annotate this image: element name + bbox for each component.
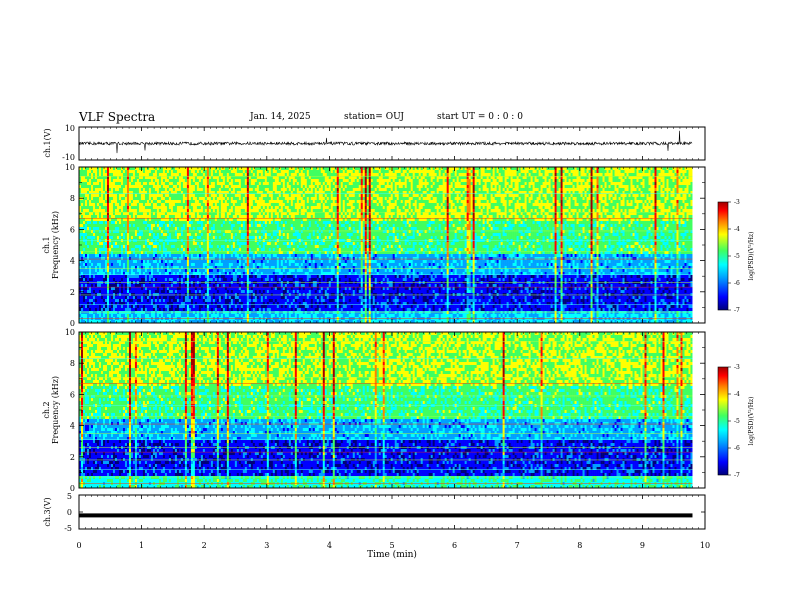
ch2-spectrogram-image <box>79 332 705 489</box>
freq-tick-label: 10 <box>65 328 75 337</box>
ch1-spec-ylabel-channel: ch.1 <box>42 236 51 253</box>
x-tick-label: 3 <box>264 541 269 550</box>
freq-tick-label: 6 <box>70 390 75 399</box>
freq-tick-label: 2 <box>70 453 75 462</box>
freq-tick-label: 4 <box>70 422 75 431</box>
x-tick-label: 6 <box>452 541 457 550</box>
freq-tick-label: 8 <box>70 359 75 368</box>
colorbar-tick-label: -3 <box>734 199 740 206</box>
ch1-waveform-ylabel: ch.1(V) <box>43 128 52 157</box>
colorbar-tick-label: -7 <box>734 307 740 314</box>
ch1-spectrogram-image <box>79 167 705 324</box>
freq-tick-label: 0 <box>70 319 75 328</box>
start-time-label: start UT = 0 : 0 : 0 <box>437 112 523 122</box>
ch1-ytick-bottom: -10 <box>62 153 75 162</box>
ch2-spectrogram-panel: 0 2 4 6 8 10 ch.2 Frequency (kHz) <box>42 328 706 493</box>
ch1-colorbar-ticks: -3 -4 -5 -6 -7 <box>728 199 740 314</box>
freq-tick-label: 10 <box>65 163 75 172</box>
x-tick-label: 8 <box>577 541 582 550</box>
x-tick-label: 10 <box>700 541 710 550</box>
ch1-colorbar: -3 -4 -5 -6 -7 log(PSD)(V²/Hz) <box>717 199 755 314</box>
ch3-ytick-middle: 0 <box>67 508 72 517</box>
x-tick-label: 0 <box>76 541 81 550</box>
colorbar-tick-label: -3 <box>734 364 740 371</box>
ch3-waveform-line <box>79 513 693 518</box>
x-tick-label: 7 <box>515 541 520 550</box>
ch1-colorbar-gradient <box>717 201 729 311</box>
colorbar-tick-label: -7 <box>734 472 740 479</box>
ch3-ytick-top: 5 <box>67 492 72 501</box>
ch2-colorbar-label: log(PSD)(V²/Hz) <box>748 397 755 446</box>
ch3-waveform-ylabel: ch.3(V) <box>43 497 52 526</box>
ch1-colorbar-label: log(PSD)(V²/Hz) <box>748 232 755 281</box>
x-tick-label: 4 <box>327 541 332 550</box>
x-tick-label: 2 <box>202 541 207 550</box>
ch3-ytick-bottom: -5 <box>64 524 72 533</box>
x-tick-label: 1 <box>139 541 144 550</box>
x-axis-label: Time (min) <box>367 549 417 560</box>
ch3-waveform-trace <box>79 494 705 530</box>
colorbar-tick-label: -4 <box>734 391 740 398</box>
freq-tick-label: 2 <box>70 288 75 297</box>
freq-tick-label: 8 <box>70 194 75 203</box>
freq-tick-label: 0 <box>70 484 75 493</box>
ch1-spectrogram-panel: 0 2 4 6 8 10 ch.1 Frequency (kHz) <box>42 163 706 328</box>
colorbar-tick-label: -6 <box>734 445 740 452</box>
station-label: station= OUJ <box>344 112 404 122</box>
freq-tick-label: 4 <box>70 257 75 266</box>
colorbar-tick-label: -6 <box>734 280 740 287</box>
ch1-freq-ticks: 0 2 4 6 8 10 <box>65 163 705 328</box>
ch1-ytick-top: 10 <box>65 124 75 133</box>
ch3-waveform-panel: 5 0 -5 ch.3(V) <box>43 492 706 533</box>
colorbar-tick-label: -5 <box>734 418 740 425</box>
ch2-colorbar: -3 -4 -5 -6 -7 log(PSD)(V²/Hz) <box>717 364 755 479</box>
ch2-freq-ticks: 0 2 4 6 8 10 <box>65 328 705 493</box>
ch2-colorbar-gradient <box>717 366 729 476</box>
freq-tick-label: 6 <box>70 225 75 234</box>
ch1-waveform-line <box>78 130 693 154</box>
x-tick-label: 9 <box>640 541 645 550</box>
ch2-spec-ylabel-frequency: Frequency (kHz) <box>51 376 60 444</box>
date-label: Jan. 14, 2025 <box>250 112 311 122</box>
colorbar-tick-label: -4 <box>734 226 740 233</box>
ch1-spec-ylabel-frequency: Frequency (kHz) <box>51 211 60 279</box>
ch2-spec-ylabel-channel: ch.2 <box>42 401 51 418</box>
time-axis-ticks: 0 1 2 3 4 5 6 7 8 9 10 <box>76 127 710 550</box>
ch2-colorbar-ticks: -3 -4 -5 -6 -7 <box>728 364 740 479</box>
x-tick-label: 5 <box>389 541 394 550</box>
chart-title: VLF Spectra <box>79 110 155 124</box>
ch1-waveform-panel: 10 -10 ch.1(V) <box>43 124 706 162</box>
colorbar-tick-label: -5 <box>734 253 740 260</box>
ch1-waveform-trace <box>78 130 693 154</box>
